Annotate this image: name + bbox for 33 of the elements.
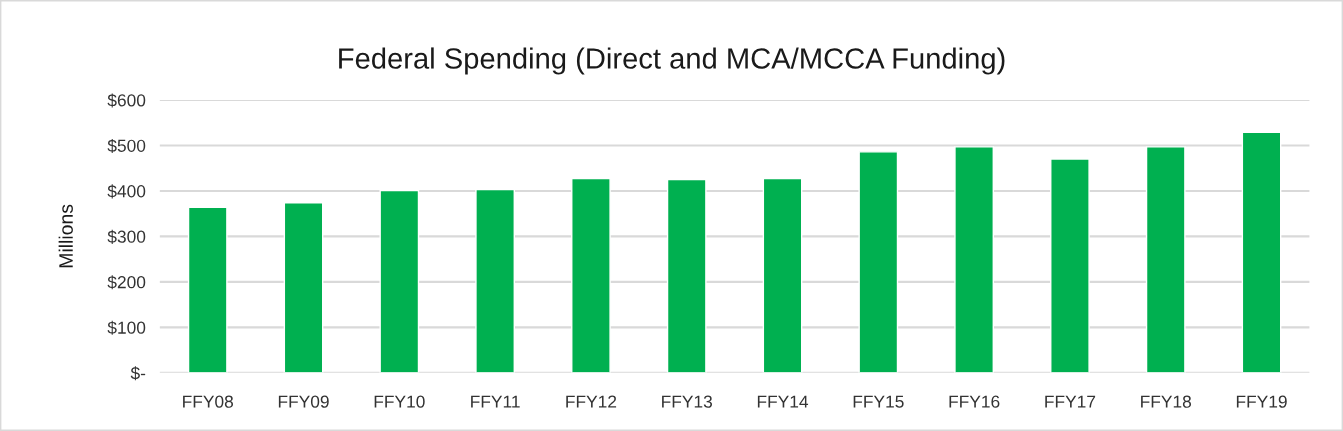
y-tick-label: $-: [130, 366, 146, 381]
x-tick-label: FFY12: [566, 395, 617, 408]
x-tick-label: FFY09: [278, 395, 329, 408]
x-tick-label: FFY18: [1141, 395, 1192, 408]
bar: [187, 206, 228, 373]
x-tick-label: FFY13: [662, 395, 713, 408]
bar: [379, 189, 420, 373]
x-tick-label: FFY16: [949, 395, 1000, 408]
x-tick-label: FFY15: [853, 395, 904, 408]
chart-title: Federal Spending (Direct and MCA/MCCA Funding): [339, 47, 1005, 75]
bar: [954, 146, 994, 373]
y-tick-label: $400: [107, 184, 146, 199]
bar: [283, 202, 324, 373]
bar: [762, 177, 803, 373]
y-tick-label: $600: [107, 93, 146, 108]
y-tick-label: $100: [107, 320, 146, 335]
x-tick-label: FFY10: [374, 395, 425, 408]
bar: [1241, 131, 1282, 373]
y-tick-label: $300: [107, 229, 146, 244]
y-tick-label: $200: [107, 275, 146, 290]
y-tick-label: $500: [107, 138, 146, 153]
bar: [1145, 146, 1186, 373]
y-axis-title: Millions: [58, 204, 73, 268]
bar: [1050, 158, 1090, 373]
bar: [475, 188, 515, 373]
x-tick-label: FFY19: [1236, 395, 1287, 408]
bar: [858, 151, 899, 373]
x-tick-label: FFY11: [471, 395, 520, 408]
x-tick-label: FFY14: [757, 395, 809, 408]
bar: [571, 177, 611, 373]
bar: [666, 178, 707, 373]
x-tick-label: FFY17: [1045, 395, 1096, 408]
x-tick-label: FFY08: [183, 395, 234, 408]
